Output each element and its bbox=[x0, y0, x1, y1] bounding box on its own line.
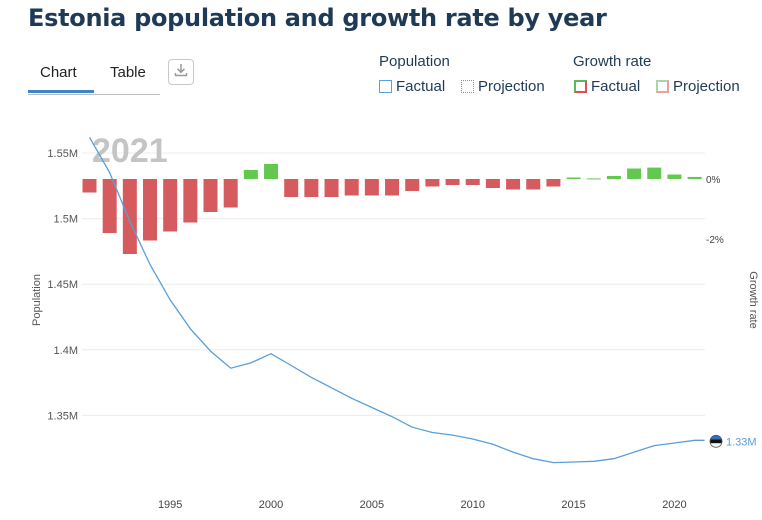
growth-bar-2018[interactable] bbox=[627, 168, 642, 180]
growth-bar-1991[interactable] bbox=[82, 179, 97, 193]
population-factual-swatch bbox=[379, 80, 392, 93]
y-left-tick-label: 1.4M bbox=[54, 345, 78, 357]
growth-bar-1998[interactable] bbox=[223, 179, 238, 208]
growth-projection-swatch bbox=[656, 80, 669, 93]
legend-population-factual[interactable]: Factual bbox=[379, 78, 445, 95]
y-axis-left-label: Population bbox=[31, 274, 43, 326]
legend-growth-factual[interactable]: Factual bbox=[574, 78, 640, 95]
y-right-tick-label: -2% bbox=[706, 235, 724, 246]
legend-label: Factual bbox=[396, 78, 446, 95]
growth-bar-2003[interactable] bbox=[324, 179, 339, 197]
growth-bar-2005[interactable] bbox=[364, 179, 379, 196]
growth-bar-2013[interactable] bbox=[526, 179, 541, 190]
y-left-tick-label: 1.45M bbox=[47, 279, 78, 291]
download-button[interactable] bbox=[168, 59, 194, 85]
download-icon bbox=[173, 62, 189, 83]
growth-bar-1996[interactable] bbox=[183, 179, 198, 223]
growth-bar-2009[interactable] bbox=[445, 179, 460, 185]
x-tick-label: 1995 bbox=[158, 499, 182, 511]
growth-bar-2020[interactable] bbox=[667, 174, 682, 180]
growth-bar-1997[interactable] bbox=[203, 179, 218, 212]
y-axis-right-label: Growth rate bbox=[747, 271, 759, 328]
growth-bar-1993[interactable] bbox=[122, 179, 137, 254]
growth-bar-2021[interactable] bbox=[687, 176, 702, 179]
x-tick-label: 2020 bbox=[662, 499, 686, 511]
population-line[interactable] bbox=[88, 136, 705, 464]
growth-bar-2010[interactable] bbox=[465, 179, 480, 185]
growth-bar-2017[interactable] bbox=[606, 176, 621, 179]
growth-bar-1992[interactable] bbox=[102, 179, 117, 233]
growth-bar-2008[interactable] bbox=[425, 179, 440, 187]
legend-label: Factual bbox=[591, 78, 641, 95]
watermark-year: 2021 bbox=[92, 132, 168, 170]
growth-bar-2006[interactable] bbox=[385, 179, 400, 196]
y-left-tick-label: 1.55M bbox=[47, 148, 78, 160]
tab-table[interactable]: Table bbox=[110, 64, 146, 81]
growth-bar-2004[interactable] bbox=[344, 179, 359, 196]
legend-growth-heading: Growth rate bbox=[573, 53, 652, 70]
x-tick-label: 2005 bbox=[360, 499, 384, 511]
growth-bar-2001[interactable] bbox=[284, 179, 299, 197]
growth-bar-2000[interactable] bbox=[264, 164, 279, 179]
growth-bar-2014[interactable] bbox=[546, 179, 561, 187]
y-left-tick-label: 1.5M bbox=[54, 214, 78, 226]
page-title: Estonia population and growth rate by ye… bbox=[28, 4, 607, 32]
population-projection-swatch bbox=[461, 80, 474, 93]
estonia-flag-icon bbox=[709, 434, 723, 448]
y-left-tick-label: 1.35M bbox=[47, 410, 78, 422]
x-tick-label: 2010 bbox=[460, 499, 484, 511]
x-tick-label: 2015 bbox=[561, 499, 585, 511]
growth-bar-2019[interactable] bbox=[647, 167, 662, 179]
growth-bar-2007[interactable] bbox=[405, 179, 420, 191]
legend-population-projection[interactable]: Projection bbox=[461, 78, 545, 95]
growth-bar-2011[interactable] bbox=[485, 179, 500, 188]
tab-chart[interactable]: Chart bbox=[40, 64, 77, 81]
active-tab-indicator bbox=[28, 90, 94, 93]
growth-bar-2012[interactable] bbox=[506, 179, 521, 190]
y-right-tick-label: 0% bbox=[706, 175, 721, 186]
legend-label: Projection bbox=[673, 78, 740, 95]
growth-bar-2002[interactable] bbox=[304, 179, 319, 197]
growth-bar-1995[interactable] bbox=[163, 179, 178, 232]
growth-bar-1999[interactable] bbox=[243, 170, 258, 179]
population-end-label: 1.33M bbox=[726, 436, 757, 448]
growth-bar-2016[interactable] bbox=[586, 178, 601, 180]
x-tick-label: 2000 bbox=[259, 499, 283, 511]
legend-label: Projection bbox=[478, 78, 545, 95]
legend-population-heading: Population bbox=[379, 53, 450, 70]
growth-bar-2015[interactable] bbox=[566, 177, 581, 180]
legend-growth-projection[interactable]: Projection bbox=[656, 78, 740, 95]
view-tabs: Chart Table bbox=[28, 60, 160, 95]
growth-factual-swatch bbox=[574, 80, 587, 93]
growth-bar-1994[interactable] bbox=[143, 179, 158, 241]
